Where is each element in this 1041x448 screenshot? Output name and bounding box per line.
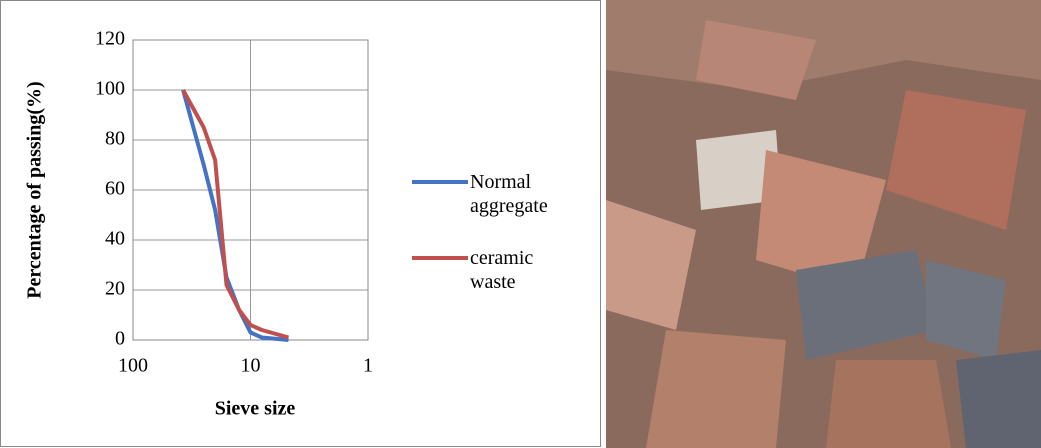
x-axis-label: Sieve size xyxy=(215,398,296,420)
y-tick-label: 100 xyxy=(95,78,125,100)
photo xyxy=(606,0,1041,448)
y-tick-label: 60 xyxy=(105,178,125,200)
legend-label: ceramic waste xyxy=(470,246,580,294)
y-axis-label: Percentage of passing(%) xyxy=(24,81,46,298)
y-tick-label: 40 xyxy=(105,228,125,250)
x-tick-label: 1 xyxy=(363,355,373,377)
y-tick-label: 80 xyxy=(105,128,125,150)
page: Sieve size Percentage of passing(%) 0 20 4… xyxy=(0,0,1041,448)
y-tick-label: 0 xyxy=(115,328,125,350)
y-tick-label: 120 xyxy=(95,28,125,50)
legend-label: Normal aggregate xyxy=(470,170,580,218)
y-tick-label: 20 xyxy=(105,278,125,300)
x-tick-label: 100 xyxy=(118,355,148,377)
x-tick-label: 10 xyxy=(241,355,261,377)
chart-frame xyxy=(1,1,601,447)
chart: Sieve size Percentage of passing(%) 0 20 4… xyxy=(0,0,602,448)
